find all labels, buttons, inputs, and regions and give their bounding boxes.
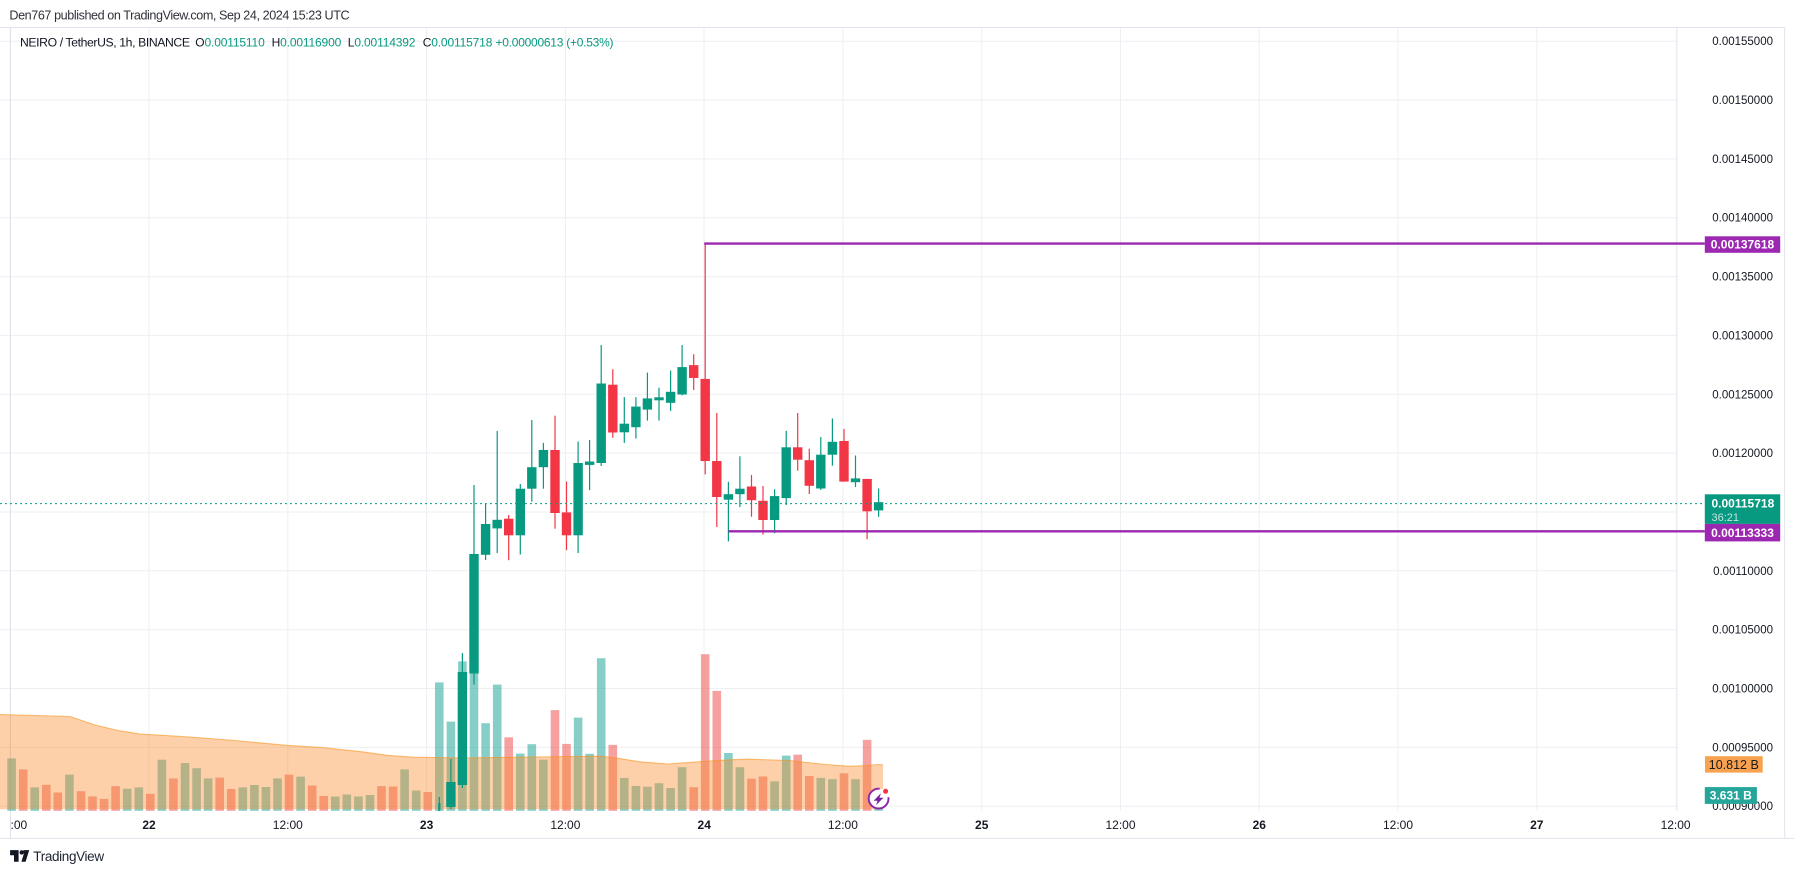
svg-text:0.00150000: 0.00150000: [1712, 95, 1773, 107]
svg-text:0.00140000: 0.00140000: [1712, 213, 1773, 225]
svg-text:0.00105000: 0.00105000: [1712, 625, 1773, 637]
svg-text:12:00: 12:00: [1105, 818, 1135, 832]
svg-text:Den767 published on TradingVie: Den767 published on TradingView.com, Sep…: [9, 9, 349, 23]
svg-text:0.00095000: 0.00095000: [1712, 742, 1773, 754]
svg-text:12:00: 12:00: [1383, 818, 1413, 832]
svg-text:NEIRO / TetherUS, 1h, BINANCE: NEIRO / TetherUS, 1h, BINANCE: [20, 35, 190, 49]
svg-text:0.00145000: 0.00145000: [1712, 154, 1773, 166]
svg-text:0.00130000: 0.00130000: [1712, 330, 1773, 342]
svg-text:0.00090000: 0.00090000: [1712, 801, 1773, 813]
svg-text:L0.00114392: L0.00114392: [348, 35, 416, 49]
svg-text:C0.00115718: C0.00115718: [423, 35, 493, 49]
svg-text:12:00: 12:00: [273, 818, 303, 832]
svg-text:25: 25: [975, 818, 989, 832]
svg-text:26: 26: [1253, 818, 1267, 832]
svg-text:0.00113333: 0.00113333: [1711, 526, 1774, 540]
svg-text:0.00125000: 0.00125000: [1712, 389, 1773, 401]
svg-text:0.00137618: 0.00137618: [1711, 238, 1775, 252]
svg-text:12:00: 12:00: [828, 818, 858, 832]
svg-text:H0.00116900: H0.00116900: [272, 35, 342, 49]
svg-text:12:00: 12:00: [1661, 818, 1691, 832]
svg-text:+0.00000613 (+0.53%): +0.00000613 (+0.53%): [496, 35, 614, 49]
svg-text:23: 23: [420, 818, 434, 832]
svg-text:36:21: 36:21: [1712, 512, 1740, 524]
svg-text:0.00155000: 0.00155000: [1712, 36, 1773, 48]
svg-text:0.00110000: 0.00110000: [1713, 566, 1773, 578]
svg-text:O0.00115110: O0.00115110: [195, 35, 265, 49]
svg-text:24: 24: [698, 818, 712, 832]
svg-text:22: 22: [142, 818, 156, 832]
svg-text:3.631 B: 3.631 B: [1710, 789, 1752, 803]
svg-text:0.00120000: 0.00120000: [1712, 448, 1773, 460]
svg-text:0.00100000: 0.00100000: [1712, 684, 1773, 696]
svg-text:27: 27: [1530, 818, 1544, 832]
svg-text:12:00: 12:00: [550, 818, 580, 832]
svg-text:0.00115718: 0.00115718: [1712, 496, 1775, 510]
svg-text::00: :00: [11, 818, 28, 832]
svg-text:TradingView: TradingView: [33, 849, 104, 864]
svg-text:0.00135000: 0.00135000: [1712, 272, 1773, 284]
svg-text:10.812 B: 10.812 B: [1709, 758, 1759, 772]
